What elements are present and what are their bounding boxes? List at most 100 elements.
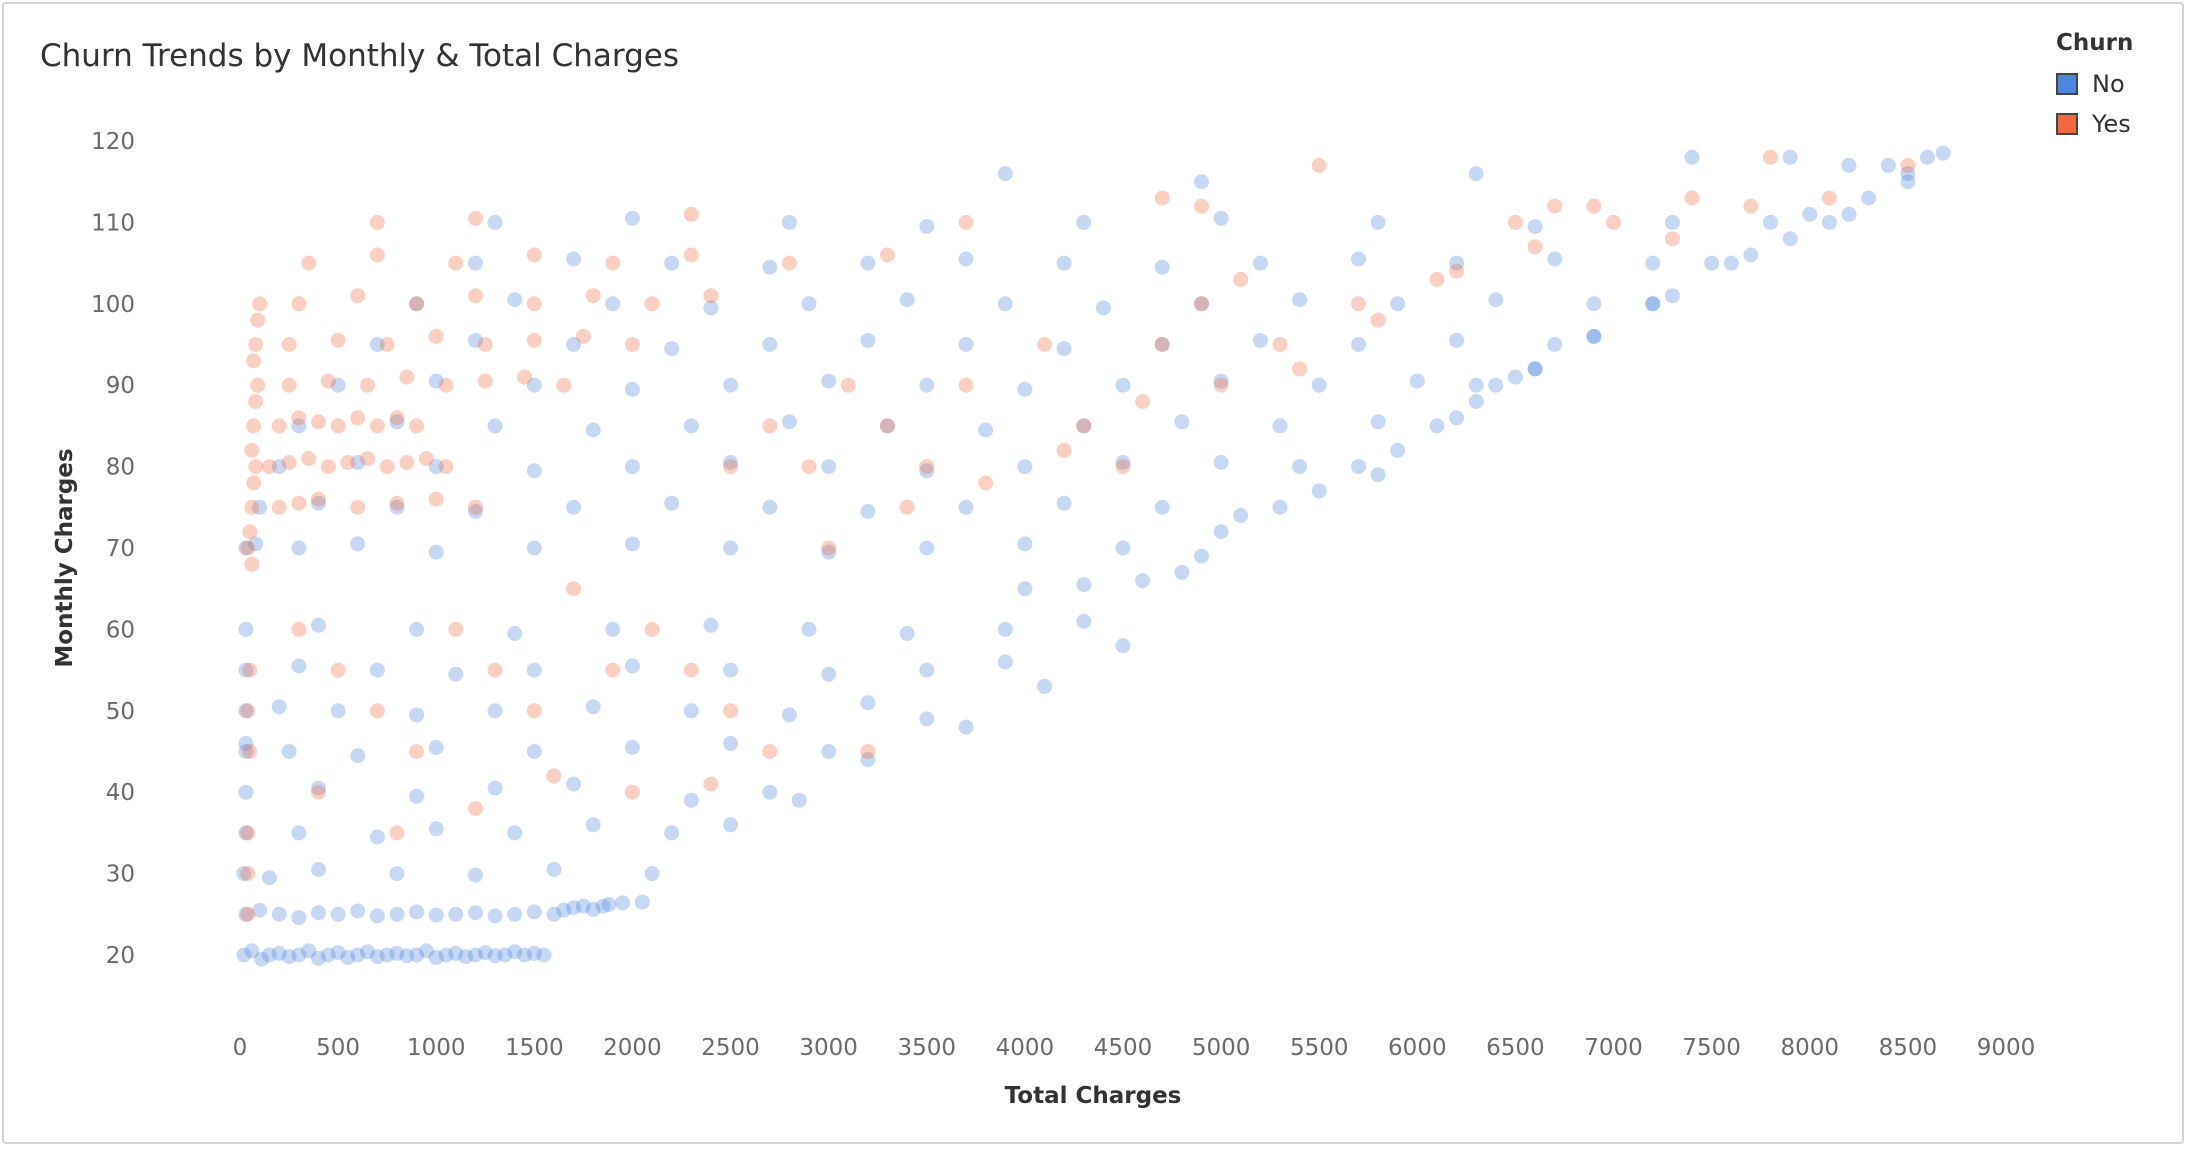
legend-item-yes[interactable]: Yes (2056, 104, 2133, 144)
point-yes (546, 768, 562, 784)
y-tick-label: 110 (91, 210, 135, 236)
point-yes (242, 744, 258, 759)
point-yes (526, 703, 542, 719)
x-tick-label: 7000 (1584, 1035, 1643, 1061)
point-yes (379, 459, 395, 475)
point-no (1213, 524, 1229, 540)
point-no (369, 829, 385, 845)
point-no (248, 536, 264, 552)
point-no (1664, 288, 1680, 304)
point-no (526, 377, 542, 393)
point-no (468, 255, 483, 271)
x-tick-label: 5500 (1290, 1035, 1349, 1061)
point-no (1547, 337, 1563, 352)
point-no (1213, 373, 1229, 389)
point-yes (1154, 337, 1170, 352)
point-no (1547, 251, 1563, 267)
point-no (418, 943, 434, 959)
point-no (507, 906, 523, 922)
point-no (1076, 214, 1092, 230)
point-yes (261, 459, 277, 475)
point-no (526, 904, 542, 920)
point-yes (244, 442, 260, 458)
point-no (997, 621, 1013, 637)
point-no (1935, 145, 1951, 161)
point-no (624, 658, 640, 674)
point-yes (244, 499, 260, 515)
point-no (615, 895, 631, 911)
point-no (399, 948, 415, 964)
point-no (1017, 536, 1033, 552)
point-no (1076, 418, 1092, 434)
point-yes (644, 296, 660, 312)
point-yes (281, 377, 297, 393)
point-no (311, 905, 326, 921)
point-yes (723, 459, 739, 475)
point-no (389, 499, 405, 515)
series-no-points (236, 145, 1951, 967)
point-no (468, 947, 483, 963)
point-no (238, 703, 254, 719)
point-no (244, 943, 260, 959)
point-no (860, 255, 876, 271)
point-yes (477, 373, 493, 389)
point-no (723, 735, 739, 751)
point-yes (762, 744, 778, 759)
point-yes (399, 369, 415, 385)
point-no (330, 377, 346, 393)
point-yes (1743, 198, 1759, 214)
point-no (350, 536, 366, 552)
point-yes (605, 662, 621, 678)
point-no (330, 703, 346, 719)
point-no (291, 910, 307, 926)
point-no (1880, 157, 1896, 173)
point-yes (248, 394, 264, 409)
x-tick-label: 6000 (1388, 1035, 1447, 1061)
point-no (1645, 255, 1661, 271)
point-no (1017, 459, 1033, 475)
point-no (526, 540, 542, 556)
point-no (517, 947, 532, 963)
point-no (585, 699, 601, 715)
point-no (301, 943, 317, 959)
point-no (1900, 166, 1916, 182)
point-yes (958, 377, 974, 393)
point-no (664, 825, 680, 841)
point-no (340, 949, 356, 965)
point-no (311, 950, 326, 966)
point-yes (703, 288, 719, 304)
y-tick-label: 100 (91, 292, 135, 318)
point-no (1154, 337, 1170, 352)
point-yes (409, 744, 425, 759)
x-tick-label: 8000 (1781, 1035, 1840, 1061)
point-yes (840, 377, 856, 393)
point-no (860, 752, 876, 768)
x-tick-label: 8500 (1879, 1035, 1938, 1061)
point-yes (899, 499, 915, 515)
point-no (821, 459, 837, 475)
point-yes (291, 495, 307, 511)
point-no (487, 703, 503, 719)
point-yes (379, 337, 395, 352)
legend-item-no[interactable]: No (2056, 64, 2133, 104)
point-yes (683, 662, 699, 678)
point-no (350, 947, 366, 963)
point-yes (369, 418, 385, 434)
point-no (428, 949, 444, 965)
point-yes (369, 247, 385, 263)
point-yes (340, 455, 356, 470)
point-no (1429, 418, 1445, 434)
point-no (703, 300, 719, 316)
x-tick-label: 9000 (1977, 1035, 2036, 1061)
point-yes (252, 296, 268, 312)
point-no (1782, 231, 1798, 247)
x-tick-label: 0 (233, 1035, 248, 1061)
point-no (526, 744, 542, 759)
point-yes (1606, 214, 1622, 230)
point-no (1252, 332, 1268, 348)
point-yes (369, 703, 385, 719)
point-yes (428, 491, 444, 507)
point-yes (246, 418, 262, 434)
point-no (566, 337, 582, 352)
point-yes (291, 410, 307, 426)
